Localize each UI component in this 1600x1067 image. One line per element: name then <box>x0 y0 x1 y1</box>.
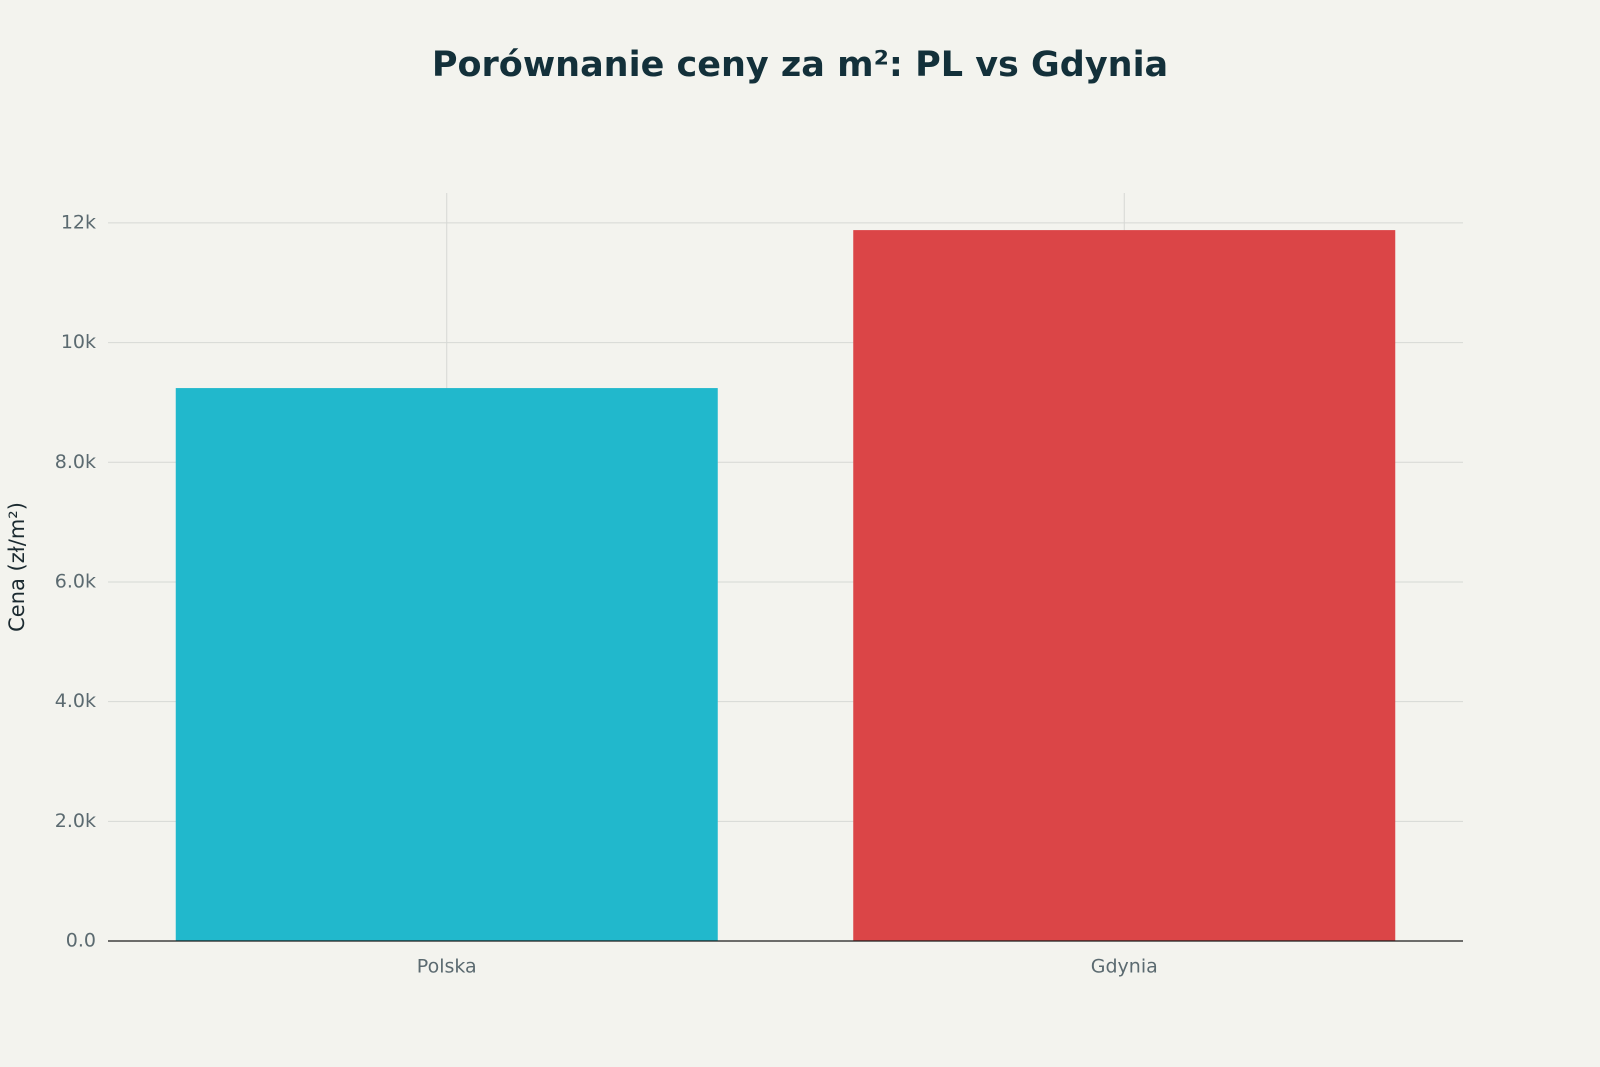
y-tick-label: 4.0k <box>55 690 96 712</box>
bar <box>175 388 718 942</box>
chart-title: Porównanie ceny za m²: PL vs Gdynia <box>432 45 1168 85</box>
y-tick-label: 2.0k <box>55 810 96 832</box>
y-tick-label: 10k <box>61 331 96 353</box>
x-tick-label: Gdynia <box>1091 956 1158 978</box>
y-axis-label: Cena (zł/m²) <box>5 502 29 632</box>
bar <box>853 230 1396 941</box>
y-tick-label: 8.0k <box>55 451 96 473</box>
y-tick-label: 12k <box>61 211 96 233</box>
y-tick-label: 0.0 <box>66 930 96 952</box>
x-tick-label: Polska <box>417 956 477 978</box>
y-tick-label: 6.0k <box>55 570 96 592</box>
